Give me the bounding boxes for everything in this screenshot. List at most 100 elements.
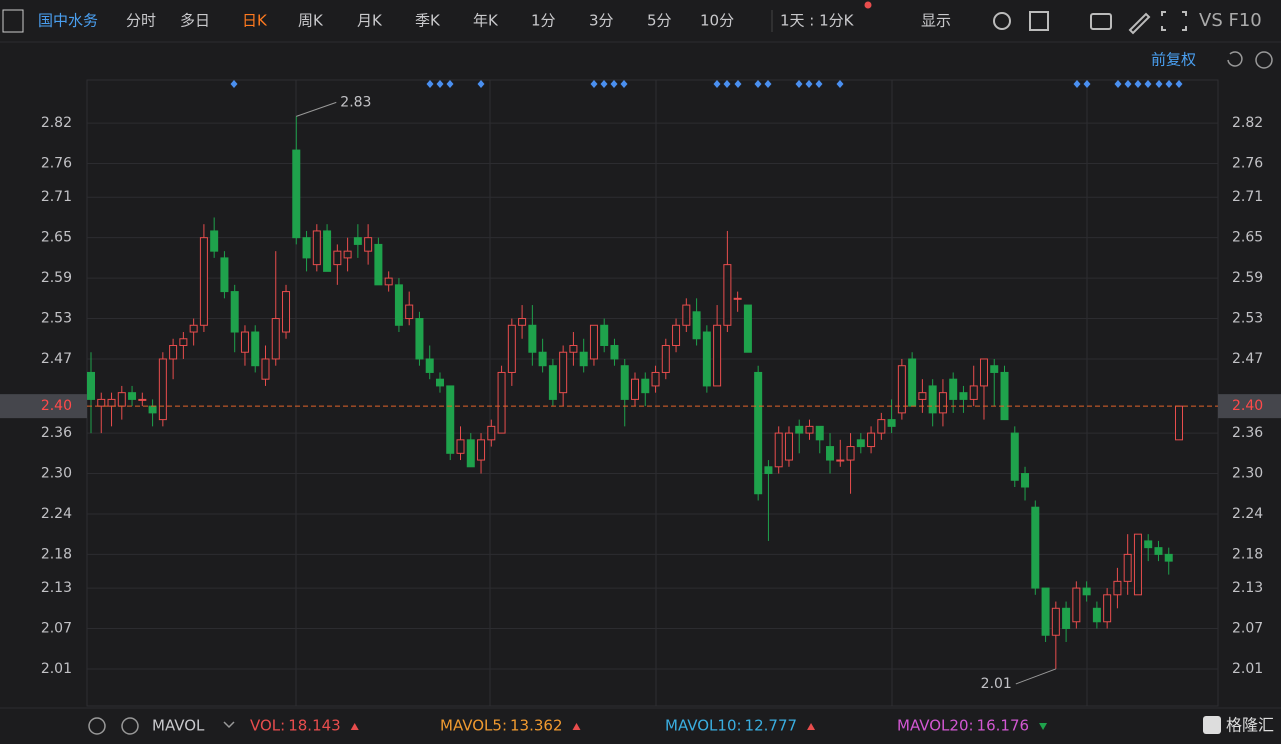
candle-body (959, 392, 968, 400)
tab[interactable]: 分时 (126, 12, 156, 30)
indicator-name[interactable]: MAVOL (152, 717, 205, 735)
tab[interactable]: 月K (357, 12, 383, 30)
candle-body (199, 237, 208, 326)
candle-body (1154, 547, 1163, 555)
signal-marker (1083, 80, 1091, 88)
menu-icon[interactable] (2, 9, 24, 33)
candle-body (292, 149, 301, 239)
fullscreen-icon[interactable] (1161, 11, 1187, 31)
y-tick-label: 2.59 (41, 270, 72, 286)
candle-body (569, 344, 578, 353)
candle-body (538, 351, 547, 367)
candle-body (446, 385, 455, 454)
candle-body (497, 371, 506, 434)
signal-marker (734, 80, 742, 88)
candle-body (1062, 607, 1071, 630)
candle-body (1082, 587, 1091, 596)
signal-marker (815, 80, 823, 88)
y-tick-label-right: 2.82 (1232, 115, 1263, 131)
candle-body (877, 419, 886, 434)
tab[interactable]: 日K (242, 12, 268, 30)
tab[interactable]: 3分 (589, 12, 614, 30)
y-tick-label: 2.30 (41, 466, 72, 482)
indicator-settings[interactable] (88, 717, 106, 735)
candle-body (1010, 432, 1019, 481)
indicator-label: MAVOL5: (440, 717, 507, 735)
candle-body (887, 419, 896, 427)
candle-body (743, 304, 752, 353)
tab[interactable]: 年K (473, 12, 499, 30)
candle-body (1133, 533, 1142, 596)
candle-body (1123, 553, 1132, 582)
indicator-dropdown[interactable] (223, 721, 235, 729)
signal-marker (713, 80, 721, 88)
candle-body (764, 466, 773, 475)
last-price-box-right (1218, 394, 1281, 419)
y-tick-label: 2.13 (41, 580, 72, 596)
indicator-value: 16.176 (977, 717, 1030, 735)
tab[interactable]: 5分 (647, 12, 672, 30)
signal-marker (764, 80, 772, 88)
indicators: VOL: 18.143 MAVOL5: 13.362 MAVOL10: 12.777 MAV… (250, 717, 1048, 735)
candle-body (1103, 594, 1112, 623)
candle-body (846, 446, 855, 461)
adjust-mode[interactable]: 前复权 (1151, 51, 1196, 69)
candle-body (487, 425, 496, 441)
undo-icon[interactable] (1227, 51, 1243, 67)
settings-icon[interactable] (993, 12, 1011, 30)
y-tick-label-right: 2.01 (1232, 661, 1263, 677)
y-tick-label-right: 2.53 (1232, 311, 1263, 327)
pen-icon[interactable] (1128, 12, 1151, 35)
y-tick-label: 2.82 (41, 115, 72, 131)
signal-marker (805, 80, 813, 88)
candle-body (210, 230, 219, 252)
tab[interactable]: 季K (415, 12, 441, 30)
y-tick-label: 2.36 (41, 425, 72, 441)
candle-body (220, 257, 229, 293)
candle-body (1164, 553, 1173, 562)
candle-body (979, 358, 988, 387)
candle-body (302, 237, 311, 259)
candle-body (1041, 587, 1050, 636)
tab[interactable]: 10分 (700, 12, 734, 30)
candle-body (856, 439, 865, 448)
candle-body (230, 291, 239, 333)
signal-marker (723, 80, 731, 88)
candle-body (189, 324, 198, 333)
brand-logo (1203, 716, 1221, 734)
candle-body (733, 297, 742, 300)
minus-icon[interactable] (1255, 51, 1273, 69)
signal-marker (446, 80, 454, 88)
indicator-trend (1039, 723, 1048, 730)
signal-marker (1124, 80, 1132, 88)
display-menu[interactable]: 显示 (921, 12, 951, 30)
badge (864, 1, 872, 9)
candle-body (323, 230, 332, 272)
candle-body (425, 358, 434, 373)
candle-body (805, 425, 814, 434)
candle-body (138, 398, 147, 401)
signal-marker (600, 80, 608, 88)
tab[interactable]: 周K (298, 12, 324, 30)
stock-name[interactable]: 国中水务 (38, 12, 98, 30)
candles (87, 116, 1183, 669)
min-pointer (1015, 668, 1057, 685)
y-tick-label-right: 2.13 (1232, 580, 1263, 596)
y-tick-label-right: 2.36 (1232, 425, 1263, 441)
candle-body (1072, 587, 1081, 623)
tab[interactable]: 1分 (531, 12, 556, 30)
candle-body (271, 318, 280, 360)
camera-icon[interactable] (1090, 13, 1112, 30)
y-tick-label: 2.07 (41, 621, 72, 637)
vs-f10[interactable]: VS F10 (1199, 10, 1262, 31)
candle-body (333, 250, 342, 266)
candle-body (312, 230, 321, 266)
indicator-close[interactable] (121, 717, 139, 735)
tab[interactable]: 多日 (180, 12, 210, 30)
frame-icon[interactable] (1029, 11, 1049, 31)
y-tick-label-right: 2.30 (1232, 466, 1263, 482)
indicator-label: MAVOL10: (665, 717, 742, 735)
period-select[interactable]: 1天 : 1分K (780, 12, 855, 30)
candle-body (559, 351, 568, 394)
